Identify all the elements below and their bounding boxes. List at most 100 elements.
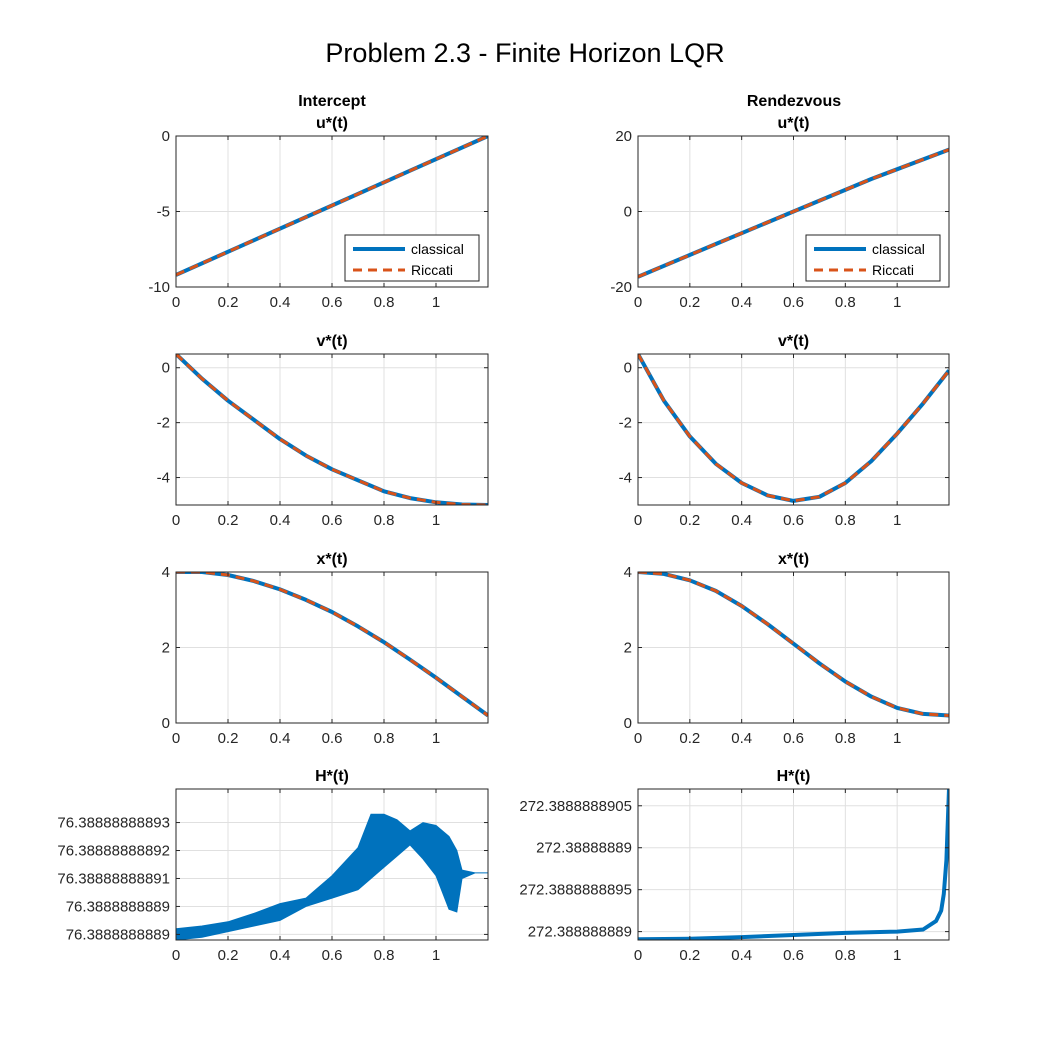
x-tick-label: 0.2 bbox=[218, 947, 239, 964]
x-tick-label: 0.4 bbox=[731, 730, 752, 747]
x-tick-label: 0 bbox=[172, 294, 180, 311]
legend-label-classical: classical bbox=[411, 241, 464, 257]
y-tick-label: 76.38888888891 bbox=[57, 870, 170, 887]
y-tick-label: 272.38888889 bbox=[536, 840, 632, 857]
x-tick-label: 0.4 bbox=[731, 947, 752, 964]
x-tick-label: 0.2 bbox=[218, 730, 239, 747]
y-tick-label: -10 bbox=[148, 279, 170, 296]
column-title-rendezvous: Rendezvous bbox=[747, 93, 841, 110]
x-tick-label: 0.6 bbox=[783, 730, 804, 747]
x-tick-label: 0.8 bbox=[835, 947, 856, 964]
axes-title: H*(t) bbox=[777, 768, 811, 785]
axes-intercept-x: 0 0.2 0.4 0.6 0.8 1 0 2 4 x*(t) bbox=[162, 551, 489, 747]
y-tick-label: 0 bbox=[624, 360, 632, 377]
axes-layer: 0 0.2 0.4 0.6 0.8 1 -10 -5 0 u*(t) classical Riccat… bbox=[57, 115, 950, 964]
x-tick-label: 0.2 bbox=[679, 947, 700, 964]
x-tick-label: 0.6 bbox=[783, 512, 804, 529]
legend-label-Riccati: Riccati bbox=[411, 262, 453, 278]
x-tick-label: 0.8 bbox=[374, 294, 395, 311]
legend: classical Riccati bbox=[344, 234, 480, 282]
y-tick-label: -5 bbox=[157, 204, 170, 221]
axes-title: v*(t) bbox=[316, 333, 347, 350]
axes-intercept-v: 0 0.2 0.4 0.6 0.8 1 -4 -2 0 v*(t) bbox=[157, 333, 489, 529]
y-tick-label: 76.38888888893 bbox=[57, 815, 170, 832]
x-tick-label: 0 bbox=[634, 947, 642, 964]
series-line-classical bbox=[638, 789, 949, 940]
x-tick-label: 1 bbox=[432, 730, 440, 747]
x-tick-label: 0.6 bbox=[322, 294, 343, 311]
x-tick-label: 0.6 bbox=[322, 730, 343, 747]
y-tick-label: 0 bbox=[162, 360, 170, 377]
x-tick-label: 1 bbox=[432, 294, 440, 311]
x-tick-label: 0.2 bbox=[218, 512, 239, 529]
axes-title: u*(t) bbox=[778, 115, 810, 132]
x-tick-label: 0.8 bbox=[374, 730, 395, 747]
column-title-intercept: Intercept bbox=[298, 93, 366, 110]
data-layer bbox=[176, 136, 488, 277]
y-tick-label: 4 bbox=[624, 564, 632, 581]
y-tick-label: -2 bbox=[619, 415, 632, 432]
x-tick-label: 1 bbox=[893, 294, 901, 311]
x-tick-label: 1 bbox=[432, 947, 440, 964]
y-tick-label: -4 bbox=[619, 470, 632, 487]
y-tick-label: 0 bbox=[162, 715, 170, 732]
x-tick-label: 0.2 bbox=[218, 294, 239, 311]
series-line-Riccati bbox=[638, 572, 949, 717]
y-tick-label: 272.388888889 bbox=[528, 924, 632, 941]
series-line-Riccati bbox=[176, 136, 488, 277]
x-tick-label: 0 bbox=[634, 730, 642, 747]
x-tick-label: 0.8 bbox=[374, 947, 395, 964]
x-tick-label: 0 bbox=[172, 512, 180, 529]
x-tick-label: 0 bbox=[634, 294, 642, 311]
x-tick-label: 0.6 bbox=[322, 512, 343, 529]
x-tick-label: 0 bbox=[634, 512, 642, 529]
x-tick-label: 0.8 bbox=[374, 512, 395, 529]
x-tick-label: 0.4 bbox=[270, 730, 291, 747]
y-tick-label: 20 bbox=[615, 128, 632, 145]
legend-box bbox=[344, 234, 480, 282]
axes-rendezvous-v: 0 0.2 0.4 0.6 0.8 1 -4 -2 0 v*(t) bbox=[619, 333, 950, 529]
x-tick-label: 0.4 bbox=[270, 512, 291, 529]
data-layer bbox=[638, 789, 949, 940]
axes-rendezvous-u: 0 0.2 0.4 0.6 0.8 1-20020u*(t)classicalRiccat… bbox=[610, 115, 950, 311]
y-tick-label: 0 bbox=[624, 715, 632, 732]
y-tick-label: 2 bbox=[624, 640, 632, 657]
axes-title: x*(t) bbox=[316, 551, 347, 568]
series-line-Riccati bbox=[638, 148, 949, 279]
y-tick-label: 76.3888888889 bbox=[66, 898, 170, 915]
x-tick-label: 0.4 bbox=[731, 294, 752, 311]
x-tick-label: 0.2 bbox=[679, 512, 700, 529]
data-layer bbox=[176, 813, 488, 940]
axes-title: x*(t) bbox=[778, 551, 809, 568]
x-tick-label: 0 bbox=[172, 947, 180, 964]
x-tick-label: 1 bbox=[893, 512, 901, 529]
axes-title: v*(t) bbox=[778, 333, 809, 350]
x-tick-label: 0.8 bbox=[835, 294, 856, 311]
x-tick-label: 1 bbox=[893, 947, 901, 964]
y-tick-label: 76.3888888889 bbox=[66, 926, 170, 943]
axes-rendezvous-h: 0 0.2 0.4 0.6 0.8 1 272.388888889 272.388888889… bbox=[519, 768, 950, 964]
axes-title: H*(t) bbox=[315, 768, 349, 785]
y-tick-label: 0 bbox=[624, 204, 632, 221]
y-tick-label: -20 bbox=[610, 279, 632, 296]
axes-intercept-h: 0 0.2 0.4 0.6 0.8 1 76.3888888889 76.3888888889… bbox=[57, 768, 489, 964]
x-tick-label: 0.4 bbox=[270, 294, 291, 311]
legend-box bbox=[805, 234, 941, 282]
x-tick-label: 0.6 bbox=[322, 947, 343, 964]
legend-label-classical: classical bbox=[872, 241, 925, 257]
y-tick-label: 0 bbox=[162, 128, 170, 145]
x-tick-label: 1 bbox=[432, 512, 440, 529]
axes-rendezvous-x: 0 0.2 0.4 0.6 0.8 1 0 2 4 x*(t) bbox=[624, 551, 950, 747]
y-tick-label: 2 bbox=[162, 640, 170, 657]
data-layer bbox=[638, 147, 949, 279]
x-tick-label: 0.4 bbox=[270, 947, 291, 964]
x-tick-label: 0.8 bbox=[835, 730, 856, 747]
y-tick-label: 272.3888888895 bbox=[519, 882, 632, 899]
x-tick-label: 0.2 bbox=[679, 294, 700, 311]
x-tick-label: 1 bbox=[893, 730, 901, 747]
y-tick-label: 4 bbox=[162, 564, 170, 581]
y-tick-label: -4 bbox=[157, 470, 170, 487]
figure-title: Problem 2.3 - Finite Horizon LQR bbox=[325, 38, 724, 68]
y-tick-label: -2 bbox=[157, 415, 170, 432]
